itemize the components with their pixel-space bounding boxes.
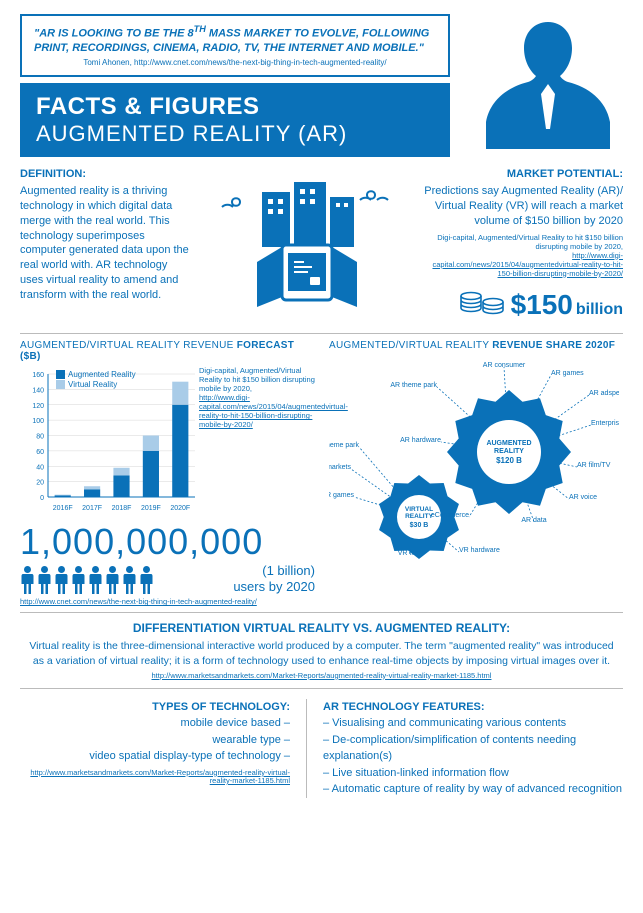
title-main: FACTS & FIGURES — [36, 93, 434, 121]
svg-text:VR games: VR games — [329, 492, 354, 499]
svg-text:2019F: 2019F — [141, 505, 161, 512]
svg-text:AR film/TV: AR film/TV — [577, 462, 611, 469]
quote-box: "AR IS LOOKING TO BE THE 8TH MASS MARKET… — [20, 14, 450, 77]
feature-item: – Automatic capture of reality by way of… — [323, 781, 623, 798]
svg-text:Enterprise AR: Enterprise AR — [591, 420, 619, 427]
market-potential-block: MARKET POTENTIAL: Predictions say Augmen… — [424, 167, 623, 323]
definition-heading: DEFINITION: — [20, 167, 189, 182]
chart-title: AUGMENTED/VIRTUAL REALITY REVENUE FORECA… — [20, 340, 315, 362]
svg-text:$30 B: $30 B — [410, 522, 429, 529]
businessman-silhouette-icon — [473, 14, 623, 149]
svg-text:160: 160 — [32, 372, 44, 379]
types-link[interactable]: http://www.marketsandmarkets.com/Market-… — [30, 768, 290, 785]
svg-text:VR niche markets: VR niche markets — [329, 464, 351, 471]
diff-title: DIFFERENTIATION VIRTUAL REALITY VS. AUGM… — [20, 621, 623, 635]
types-block: TYPES OF TECHNOLOGY: mobile device based… — [20, 699, 290, 798]
svg-text:AR games: AR games — [551, 370, 584, 377]
chart-legend: Augmented Reality Virtual Reality — [56, 370, 136, 390]
definition-body: Augmented reality is a thriving technolo… — [20, 184, 189, 303]
svg-text:AR voice: AR voice — [569, 494, 597, 501]
divider — [20, 333, 623, 334]
people-icons-row — [20, 565, 154, 595]
svg-text:AUGMENTED: AUGMENTED — [486, 440, 531, 447]
svg-text:VR theme park: VR theme park — [329, 442, 359, 449]
types-heading: TYPES OF TECHNOLOGY: — [20, 699, 290, 716]
market-src-link[interactable]: http://www.digi-capital.com/news/2015/04… — [432, 251, 623, 278]
svg-text:AR theme park: AR theme park — [390, 382, 437, 389]
svg-text:20: 20 — [36, 480, 44, 487]
tablet-city-illustration — [199, 167, 413, 317]
billion-sub1: (1 billion) — [162, 563, 315, 579]
svg-text:AR consumer: AR consumer — [483, 362, 526, 369]
billion-link[interactable]: http://www.cnet.com/news/the-next-big-th… — [20, 597, 257, 606]
svg-text:REALITY: REALITY — [494, 448, 524, 455]
title-band: FACTS & FIGURES AUGMENTED REALITY (AR) — [20, 83, 450, 157]
billion-number: 1,000,000,000 — [20, 521, 315, 563]
feature-item: – Visualising and communicating various … — [323, 715, 623, 732]
vertical-divider — [306, 699, 307, 798]
svg-text:2016F: 2016F — [53, 505, 73, 512]
features-heading: AR TECHNOLOGY FEATURES: — [323, 699, 623, 716]
svg-text:40: 40 — [36, 465, 44, 472]
svg-text:AR hardware: AR hardware — [400, 437, 441, 444]
title-sub: AUGMENTED REALITY (AR) — [36, 121, 434, 147]
revenue-share-gears: AUGMENTEDREALITY$120 BVIRTUALREALITY$30 … — [329, 357, 619, 567]
svg-text:REALITY: REALITY — [405, 513, 433, 520]
market-unit: billion — [576, 299, 623, 321]
diff-text: Virtual reality is the three-dimensional… — [20, 639, 623, 667]
svg-text:VR hardware: VR hardware — [459, 547, 500, 554]
types-item: wearable type – — [20, 732, 290, 749]
svg-text:60: 60 — [36, 449, 44, 456]
divider — [20, 688, 623, 689]
definition-block: DEFINITION: Augmented reality is a thriv… — [20, 167, 189, 303]
svg-text:VIRTUAL: VIRTUAL — [405, 506, 433, 513]
features-block: AR TECHNOLOGY FEATURES: – Visualising an… — [323, 699, 623, 798]
quote-source: Tomi Ahonen, http://www.cnet.com/news/th… — [34, 58, 436, 67]
coins-icon — [459, 288, 505, 318]
divider — [20, 612, 623, 613]
svg-text:AR adspend: AR adspend — [589, 390, 619, 397]
svg-text:2020F: 2020F — [170, 505, 190, 512]
svg-text:2018F: 2018F — [112, 505, 132, 512]
svg-text:eCommerce: eCommerce — [431, 512, 469, 519]
svg-text:VR film: VR film — [398, 550, 421, 557]
market-src-text: Digi-capital, Augmented/Virtual Reality … — [437, 233, 623, 251]
svg-text:120: 120 — [32, 403, 44, 410]
feature-item: – De-complication/simplification of cont… — [323, 732, 623, 765]
svg-text:140: 140 — [32, 388, 44, 395]
svg-text:2017F: 2017F — [82, 505, 102, 512]
svg-text:$120 B: $120 B — [496, 456, 522, 465]
share-title: AUGMENTED/VIRTUAL REALITY REVENUE SHARE … — [329, 340, 619, 351]
chart-source: Digi-capital, Augmented/Virtual Reality … — [199, 366, 319, 429]
feature-item: – Live situation-linked information flow — [323, 765, 623, 782]
svg-text:100: 100 — [32, 419, 44, 426]
billion-sub2: users by 2020 — [162, 579, 315, 595]
market-body: Predictions say Augmented Reality (AR)/ … — [424, 184, 623, 229]
quote-text: "AR IS LOOKING TO BE THE 8TH MASS MARKET… — [34, 24, 436, 55]
svg-text:AR data: AR data — [521, 517, 546, 524]
svg-text:0: 0 — [40, 495, 44, 502]
types-item: video spatial display-type of technology… — [20, 748, 290, 765]
diff-link[interactable]: http://www.marketsandmarkets.com/Market-… — [152, 671, 492, 680]
types-item: mobile device based – — [20, 715, 290, 732]
market-value: $150 — [511, 286, 573, 324]
market-heading: MARKET POTENTIAL: — [424, 167, 623, 182]
svg-text:80: 80 — [36, 434, 44, 441]
revenue-forecast-chart: Augmented Reality Virtual Reality Digi-c… — [20, 368, 315, 513]
